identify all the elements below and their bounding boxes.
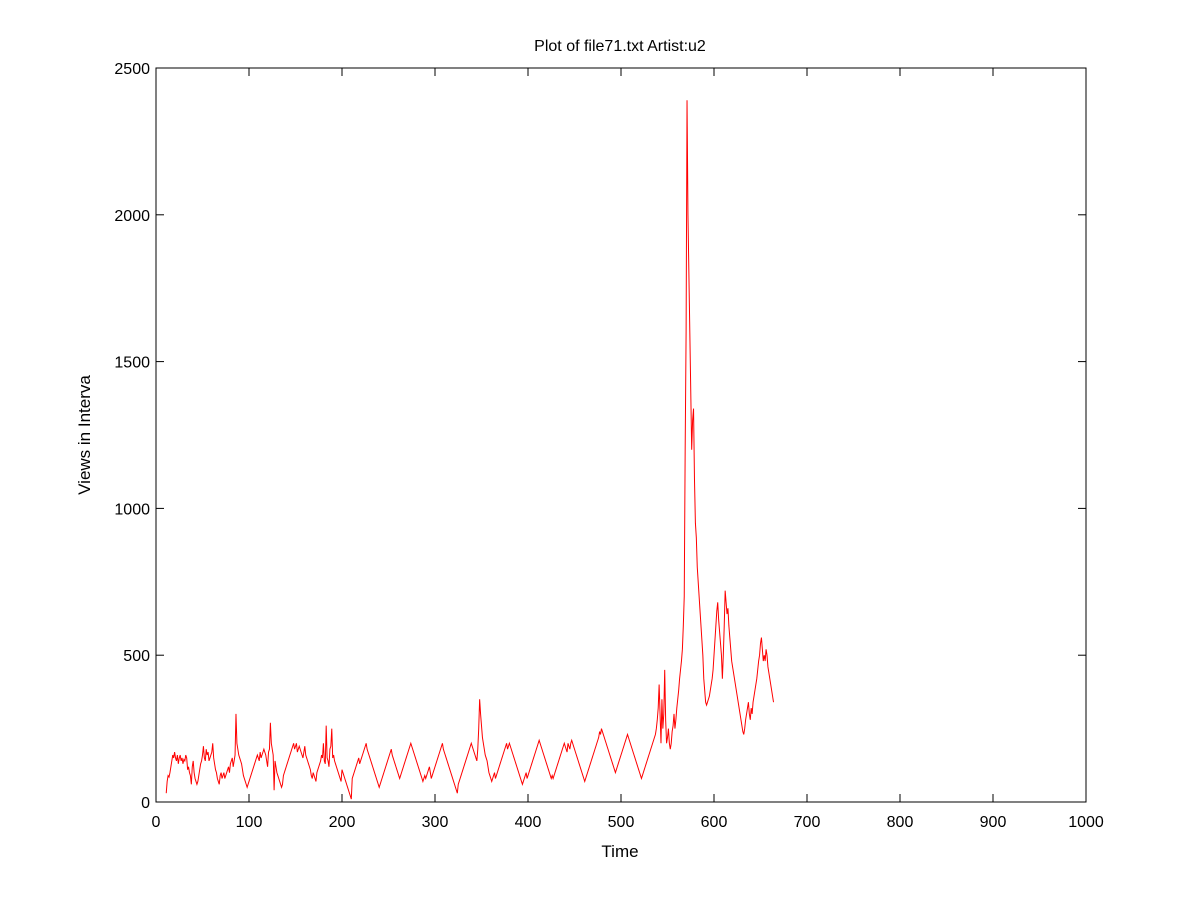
x-tick-label: 1000 [1068, 814, 1104, 831]
x-tick-label: 100 [236, 814, 263, 831]
x-tick-label: 200 [329, 814, 356, 831]
plot-area: 0 100 200 300 400 500 600 700 800 900 1000 0 500 100… [114, 61, 1103, 831]
y-tick-label: 1500 [114, 355, 150, 372]
series-line [165, 100, 775, 800]
y-tick-label: 500 [123, 648, 150, 665]
x-tick-label: 700 [794, 814, 821, 831]
y-tick-label: 2500 [114, 61, 150, 78]
x-axis: 0 100 200 300 400 500 600 700 800 900 1000 [152, 68, 1104, 831]
x-tick-label: 300 [422, 814, 449, 831]
x-tick-label: 500 [608, 814, 635, 831]
x-axis-label: Time [601, 842, 638, 861]
y-tick-label: 2000 [114, 208, 150, 225]
y-axis-label: Views in Interva [75, 375, 94, 495]
chart-title: Plot of file71.txt Artist:u2 [534, 38, 706, 55]
y-tick-label: 0 [141, 795, 150, 812]
plot-frame [155, 67, 1087, 803]
y-tick-label: 1000 [114, 501, 150, 518]
y-axis: 0 500 1000 1500 2000 2500 [114, 61, 1086, 812]
x-tick-label: 600 [701, 814, 728, 831]
x-tick-label: 900 [980, 814, 1007, 831]
x-tick-label: 800 [887, 814, 914, 831]
x-tick-label: 400 [515, 814, 542, 831]
x-tick-label: 0 [152, 814, 161, 831]
